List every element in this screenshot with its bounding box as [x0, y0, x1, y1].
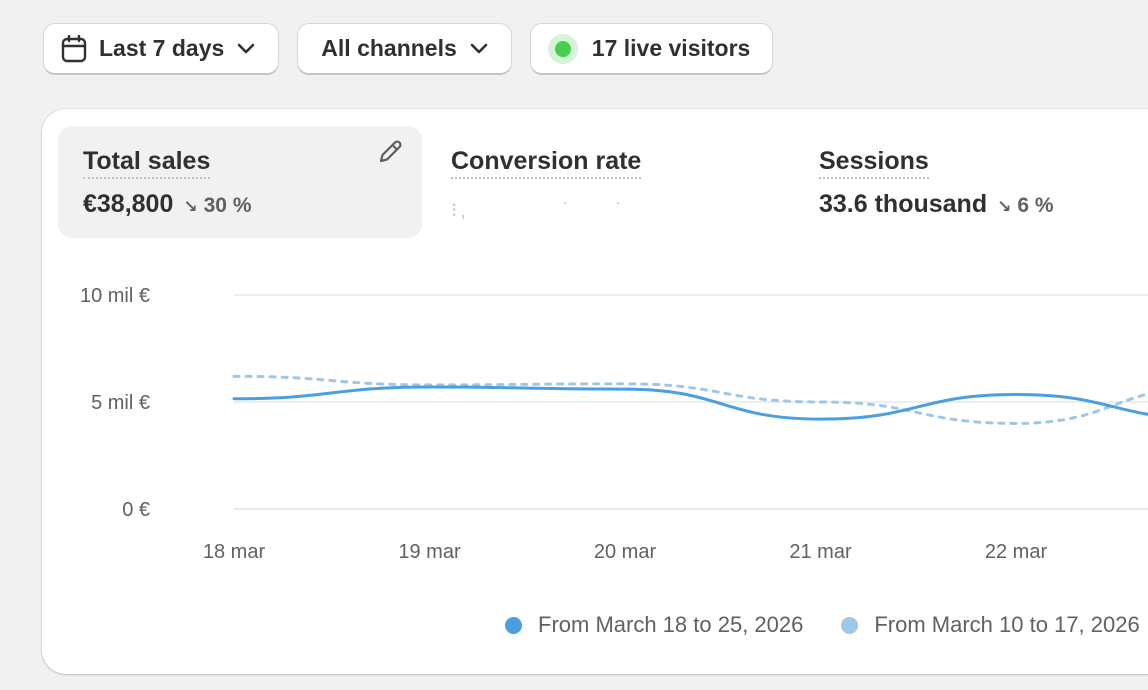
legend-label: From March 10 to 17, 2026 [874, 612, 1140, 637]
metric-title: Total sales [83, 146, 211, 179]
metric-value: 33.6 thousand [819, 190, 988, 218]
legend-item-current[interactable]: From March 18 to 25, 2026 [505, 612, 803, 638]
metric-value-row: €38,800 ↘ 30 % [83, 190, 252, 219]
x-tick-label: 20 mar [594, 541, 657, 563]
pencil-icon[interactable] [376, 138, 404, 171]
channels-label: All channels [321, 35, 457, 61]
x-tick-label: 21 mar [789, 541, 852, 563]
x-tick-label: 22 mar [985, 541, 1048, 563]
metric-title: Conversion rate [451, 146, 642, 179]
y-tick-label: 10 mil € [80, 285, 150, 307]
analytics-card: Total sales €38,800 ↘ 30 % Conversion ra… [42, 109, 1148, 674]
legend-dot [841, 616, 859, 634]
series-line-current [232, 385, 1148, 421]
metric-value: €38,800 [83, 190, 174, 218]
live-status-icon [547, 33, 578, 64]
channels-dropdown[interactable]: All channels [297, 23, 512, 75]
calendar-icon [61, 34, 87, 63]
metric-conversion-rate[interactable]: Conversion rate ⁝, ˙ ˙ [426, 126, 790, 238]
x-tick-label: 18 mar [203, 541, 266, 563]
date-range-label: Last 7 days [99, 35, 225, 61]
legend-label: From March 18 to 25, 2026 [538, 612, 804, 637]
chevron-down-icon [236, 42, 256, 56]
arrow-down-right-icon: ↘ [997, 197, 1012, 216]
sales-line-chart: 10 mil € 5 mil € 0 € 18 mar 19 mar 20 mar 21 m… [80, 285, 1148, 563]
metric-total-sales[interactable]: Total sales €38,800 ↘ 30 % [58, 126, 422, 238]
chevron-down-icon [469, 42, 489, 56]
legend-item-previous[interactable]: From March 10 to 17, 2026 [841, 612, 1140, 638]
chart-legend: From March 18 to 25, 2026 From March 10 … [505, 612, 1148, 638]
trend-percent: 6 % [1017, 194, 1054, 217]
y-tick-label: 0 € [122, 499, 150, 521]
legend-dot [505, 616, 522, 634]
trend-percent: 30 % [203, 194, 252, 217]
metric-value-row: 33.6 thousand ↘ 6 % [819, 190, 1054, 219]
arrow-down-right-icon: ↘ [183, 197, 198, 216]
live-visitors-label: 17 live visitors [591, 35, 751, 61]
series-line-previous [232, 374, 1148, 425]
toolbar: Last 7 days All channels 17 live visitor… [43, 23, 774, 75]
date-range-button[interactable]: Last 7 days [43, 23, 280, 75]
metric-title: Sessions [819, 146, 929, 179]
loading-value: ⁝, ˙ ˙ [451, 200, 626, 222]
metric-sessions[interactable]: Sessions 33.6 thousand ↘ 6 % [794, 126, 1148, 238]
live-visitors-button[interactable]: 17 live visitors [529, 23, 774, 75]
trend-badge: ↘ 6 % [997, 194, 1053, 218]
x-tick-label: 19 mar [398, 541, 461, 563]
y-tick-label: 5 mil € [91, 392, 150, 414]
trend-badge: ↘ 30 % [183, 194, 251, 218]
